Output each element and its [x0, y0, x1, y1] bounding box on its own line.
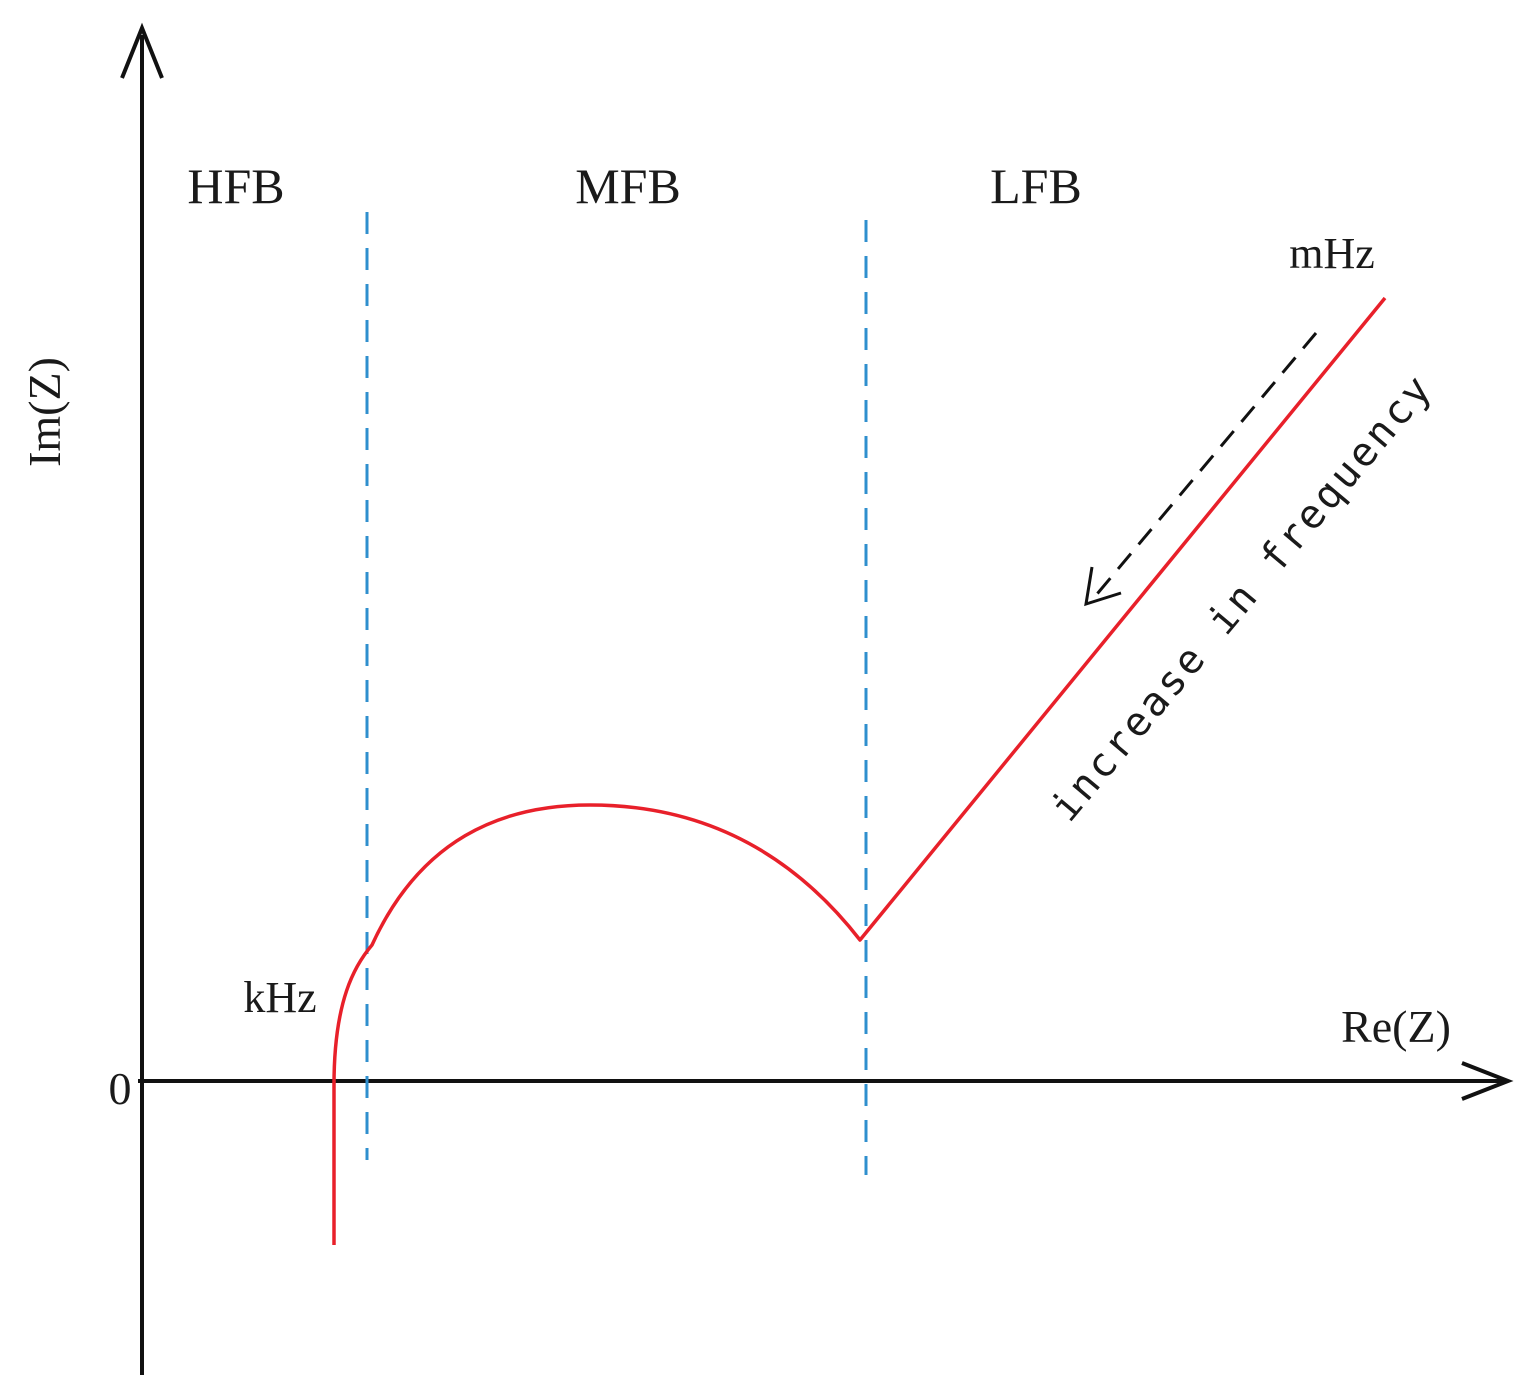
impedance-curve [332, 296, 1387, 1245]
y-axis-arrowhead [120, 22, 164, 79]
x-axis-label: Re(Z) [1341, 1001, 1451, 1052]
x-axis-arrowhead [1461, 1061, 1514, 1101]
frequency-direction-arrowhead [1084, 566, 1122, 607]
origin-label: 0 [109, 1063, 132, 1114]
frequency-label-start: kHz [243, 973, 316, 1022]
y-axis-label: Im(Z) [19, 357, 70, 467]
band-label-lfb: LFB [990, 158, 1082, 214]
band-label-mfb: MFB [575, 158, 681, 214]
frequency-direction-arrow [1090, 332, 1318, 601]
band-label-hfb: HFB [187, 158, 284, 214]
frequency-label-end: mHz [1289, 229, 1375, 278]
